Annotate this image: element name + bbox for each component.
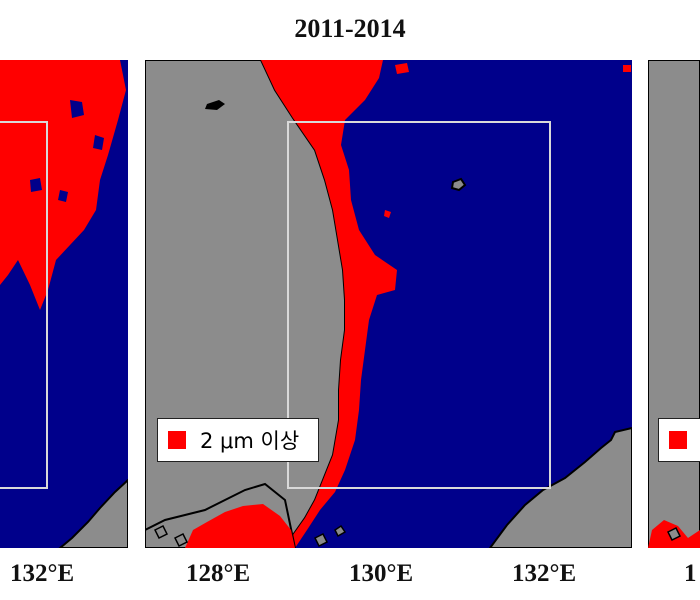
map-right-svg — [648, 60, 700, 548]
map-panel-right — [648, 60, 700, 548]
legend: 2 μm 이상 — [157, 418, 319, 462]
island-dots — [666, 526, 682, 542]
map-panel-center: 2 μm 이상 — [145, 60, 632, 548]
algal-bloom-coastal — [261, 60, 397, 548]
tick-center-128e: 128°E — [186, 560, 251, 587]
map-left-svg — [0, 60, 128, 548]
tick-left-132e: 132°E — [10, 560, 75, 587]
legend-swatch — [669, 431, 687, 449]
map-panel-left — [0, 60, 128, 548]
figure-title: 2011-2014 — [294, 14, 406, 43]
map-center-svg — [145, 60, 632, 548]
tick-center-130e: 130°E — [349, 560, 414, 587]
land-japan — [488, 426, 632, 548]
algal-bloom-south — [185, 504, 295, 548]
study-box — [0, 121, 48, 489]
land-area — [58, 478, 128, 548]
island-north — [205, 100, 225, 110]
island-ulleungdo — [450, 177, 467, 192]
legend-label: 2 μm 이상 — [200, 429, 300, 453]
tick-center-132e: 132°E — [512, 560, 577, 587]
legend-swatch — [168, 431, 186, 449]
island-dots — [153, 524, 347, 548]
land-korea — [648, 60, 700, 548]
legend-right-partial — [658, 418, 700, 462]
study-box — [287, 121, 551, 489]
tick-right-partial: 1 — [684, 560, 697, 587]
